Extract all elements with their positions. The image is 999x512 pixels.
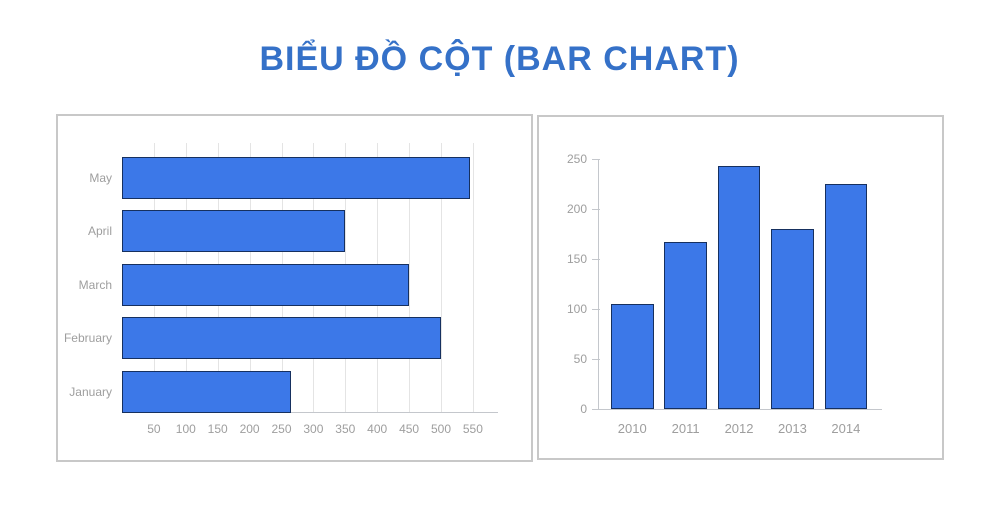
y-tick-mark xyxy=(592,409,600,410)
x-tick-label: 450 xyxy=(399,422,420,436)
y-tick-label: 100 xyxy=(566,302,587,316)
x-category-label: 2014 xyxy=(831,421,861,436)
horizontal-bar-chart-plot: 50 100 150 200 250 300 350 400 450 500 550 May April… xyxy=(58,116,531,460)
x-gridline xyxy=(409,143,411,412)
x-tick-label: 350 xyxy=(335,422,356,436)
bar-january xyxy=(122,370,292,413)
x-category-label: 2012 xyxy=(724,421,754,436)
x-axis-line xyxy=(122,412,498,413)
bar-2011 xyxy=(664,242,707,409)
x-gridline xyxy=(472,143,474,412)
y-tick-mark xyxy=(592,259,600,260)
x-tick-label: 400 xyxy=(367,422,388,436)
category-label: January xyxy=(69,384,112,399)
bar-2013 xyxy=(771,229,814,409)
bar-2010 xyxy=(611,304,654,409)
y-tick-label: 200 xyxy=(566,202,587,216)
category-label: April xyxy=(87,224,112,239)
category-label: May xyxy=(89,171,112,185)
x-category-label: 2013 xyxy=(777,421,807,436)
x-tick-label: 100 xyxy=(175,422,196,436)
x-tick-label: 550 xyxy=(462,422,483,436)
bar-may xyxy=(122,157,470,199)
y-tick-mark xyxy=(592,359,600,360)
category-label: February xyxy=(63,331,112,346)
bar-april xyxy=(122,210,346,253)
bar-february xyxy=(122,317,441,360)
vertical-bar-chart-panel: 0 50 100 150 200 250 2010 2011 2012 2013 2014 xyxy=(537,115,944,460)
x-gridline xyxy=(441,143,442,412)
y-tick-label: 50 xyxy=(573,352,587,366)
y-tick-mark xyxy=(592,309,600,310)
x-tick-label: 50 xyxy=(147,422,161,436)
y-tick-label: 0 xyxy=(580,402,587,416)
x-tick-label: 250 xyxy=(271,422,292,436)
page-title: BIỂU ĐỒ CỘT (BAR CHART) xyxy=(259,40,740,78)
y-tick-mark xyxy=(592,159,600,160)
x-tick-label: 200 xyxy=(239,422,260,436)
x-category-label: 2010 xyxy=(617,421,647,436)
bar-2012 xyxy=(717,166,761,409)
vertical-bar-chart-plot: 0 50 100 150 200 250 2010 2011 2012 2013 2014 xyxy=(539,117,942,458)
x-category-label: 2011 xyxy=(671,421,700,436)
x-tick-label: 300 xyxy=(303,422,324,436)
horizontal-bar-chart-panel: 50 100 150 200 250 300 350 400 450 500 550 May April… xyxy=(56,114,533,462)
y-tick-mark xyxy=(592,209,600,210)
bar-2014 xyxy=(824,184,868,409)
category-label: March xyxy=(78,277,112,292)
bar-march xyxy=(122,263,410,306)
x-tick-label: 150 xyxy=(207,422,228,436)
y-tick-label: 250 xyxy=(566,152,587,166)
y-tick-label: 150 xyxy=(566,252,587,266)
x-axis-line xyxy=(598,409,882,410)
x-tick-label: 500 xyxy=(430,422,452,436)
y-axis-line xyxy=(598,159,599,409)
